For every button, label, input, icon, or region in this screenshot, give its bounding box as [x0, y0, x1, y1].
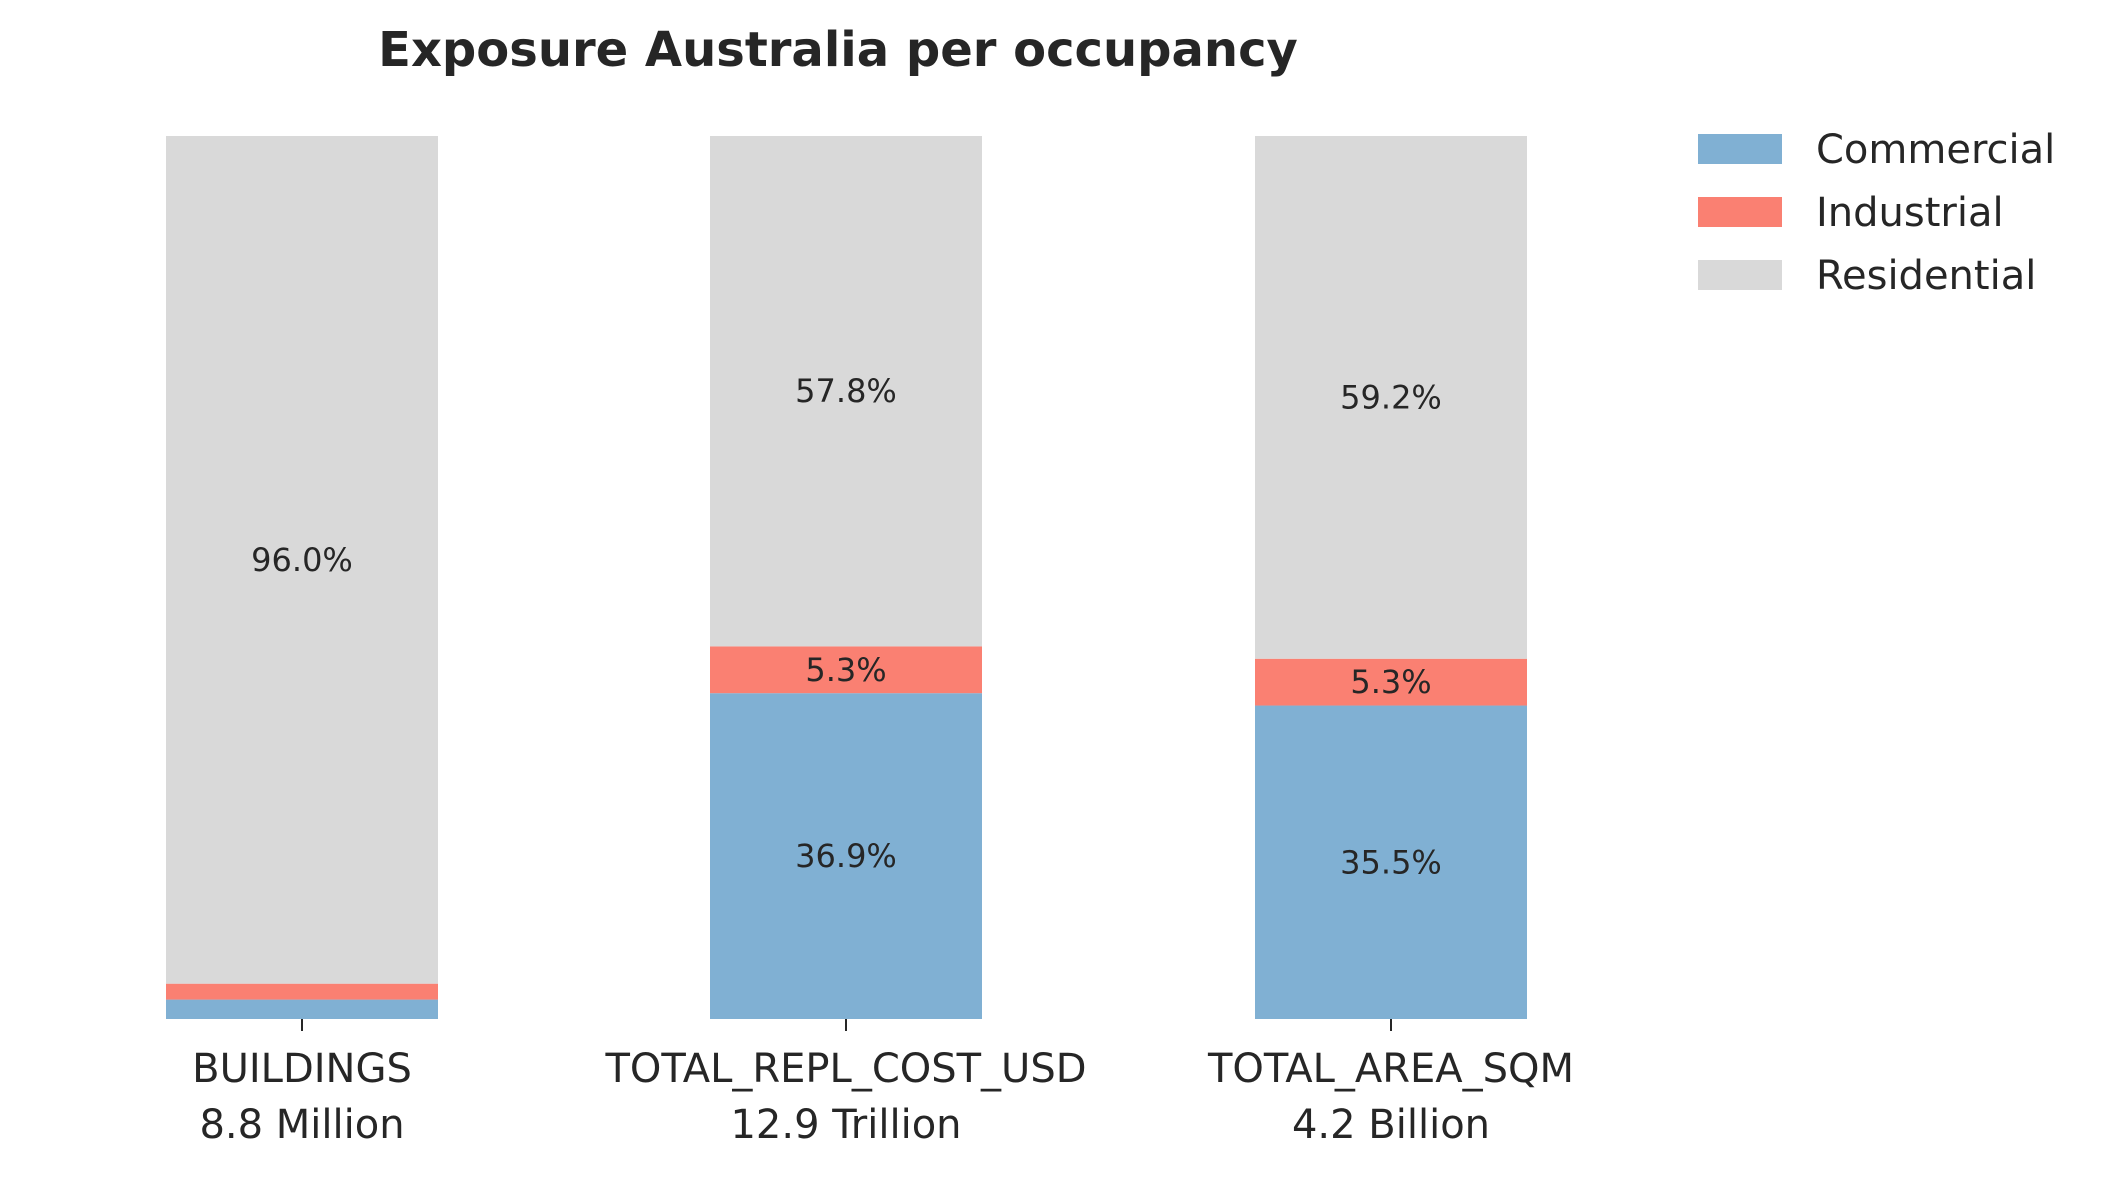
x-tick-label-0: BUILDINGS — [192, 1046, 412, 1092]
bar-segment-commercial-1 — [710, 693, 982, 1019]
legend-label-industrial: Industrial — [1816, 190, 2004, 236]
x-axis: BUILDINGS 8.8 Million TOTAL_REPL_COST_USD 1… — [192, 1019, 1574, 1148]
bar-segment-industrial-0 — [166, 983, 438, 1000]
data-label-commercial-2: 35.5% — [1340, 843, 1442, 881]
x-tick-total-1: 12.9 Trillion — [730, 1102, 961, 1148]
bar-segment-commercial-0 — [166, 999, 438, 1019]
chart-title: Exposure Australia per occupancy — [378, 22, 1298, 78]
bar-segment-residential-2 — [1255, 136, 1527, 659]
bar-segment-industrial-2 — [1255, 658, 1527, 706]
data-label-residential-2: 59.2% — [1340, 378, 1442, 416]
x-tick-total-0: 8.8 Million — [199, 1102, 404, 1148]
x-tick-label-2: TOTAL_AREA_SQM — [1207, 1046, 1574, 1092]
bar-segment-residential-1 — [710, 136, 982, 647]
bar-segment-residential-0 — [166, 136, 438, 984]
legend-label-residential: Residential — [1816, 253, 2036, 299]
bar-segment-industrial-1 — [710, 646, 982, 694]
data-label-residential-1: 57.8% — [795, 372, 897, 410]
bar-segment-commercial-2 — [1255, 705, 1527, 1019]
data-label-industrial-2: 5.3% — [1350, 663, 1431, 701]
data-label-industrial-1: 5.3% — [805, 651, 886, 689]
bar-labels-layer: 96.0% 36.9% 5.3% 57.8% 35.5% 5.3% 59.2% — [251, 372, 1442, 881]
x-tick-total-2: 4.2 Billion — [1292, 1102, 1490, 1148]
data-label-commercial-1: 36.9% — [795, 837, 897, 875]
legend-swatch-residential — [1698, 260, 1782, 290]
x-tick-label-1: TOTAL_REPL_COST_USD — [604, 1046, 1086, 1092]
legend-swatch-commercial — [1698, 134, 1782, 164]
legend: Commercial Industrial Residential — [1698, 127, 2055, 299]
data-label-residential-0: 96.0% — [251, 541, 353, 579]
legend-swatch-industrial — [1698, 197, 1782, 227]
bars-layer — [166, 136, 1527, 1019]
legend-label-commercial: Commercial — [1816, 127, 2055, 173]
